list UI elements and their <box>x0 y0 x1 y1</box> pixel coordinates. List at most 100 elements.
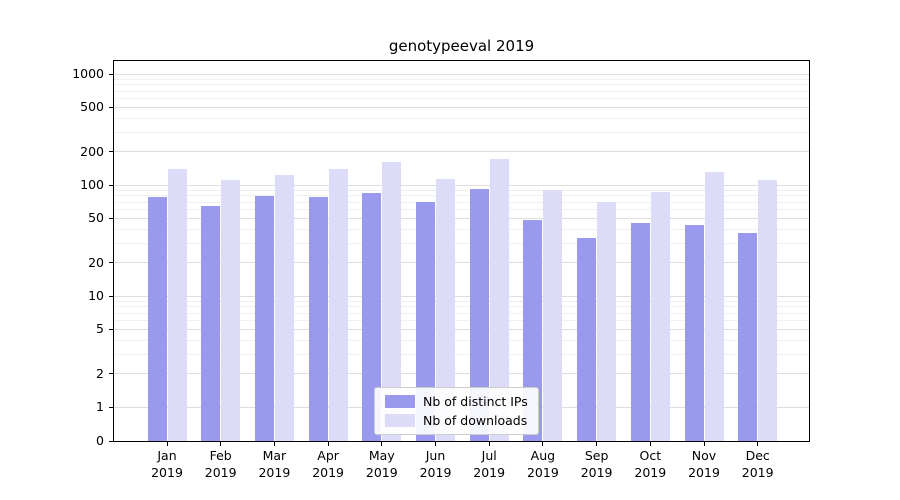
bar-distinct-ips-aug <box>523 220 543 441</box>
minor-gridline <box>114 320 809 322</box>
x-axis-tick-mark <box>166 442 168 446</box>
minor-gridline <box>114 353 809 355</box>
chart-title: genotypeeval 2019 <box>388 37 535 55</box>
y-axis-tick-label: 2 <box>96 365 104 381</box>
x-axis-tick-label: Aug 2019 <box>526 448 559 480</box>
bar-distinct-ips-jul <box>469 189 489 441</box>
x-axis-tick-label: May 2019 <box>365 448 398 480</box>
x-axis-tick-mark <box>703 442 705 446</box>
bar-distinct-ips-mar <box>254 195 274 441</box>
y-axis-tick-mark <box>109 406 113 408</box>
y-axis-tick-mark <box>109 328 113 330</box>
bar-downloads-jan <box>167 168 187 441</box>
bar-downloads-mar <box>274 175 294 441</box>
y-axis-tick-mark <box>109 73 113 75</box>
x-axis-tick-label: Mar 2019 <box>258 448 291 480</box>
bar-downloads-jun <box>436 179 455 441</box>
y-axis-tick-label: 100 <box>80 177 104 192</box>
y-axis-tick-label: 20 <box>88 254 104 270</box>
x-axis-tick-label: Nov 2019 <box>688 448 720 480</box>
x-axis-tick-mark <box>757 442 759 446</box>
bar-distinct-ips-jan <box>147 196 167 441</box>
bar-distinct-ips-oct <box>630 223 650 441</box>
x-axis-tick-mark <box>381 442 383 446</box>
x-axis-tick-label: Feb 2019 <box>204 448 237 480</box>
x-axis-tick-mark <box>273 442 275 446</box>
major-gridline <box>114 328 809 330</box>
bar-downloads-sep <box>597 202 617 441</box>
y-axis-tick-label: 50 <box>88 210 104 226</box>
legend-swatch-downloads <box>385 414 415 427</box>
legend-item-distinct-ips: Nb of distinct IPs <box>385 394 528 409</box>
minor-gridline <box>114 84 809 86</box>
y-axis-tick-mark <box>109 262 113 264</box>
y-axis-tick-mark <box>109 151 113 153</box>
x-axis-tick-label: Jun 2019 <box>419 448 452 480</box>
minor-gridline <box>114 300 809 302</box>
bar-downloads-jul <box>489 159 509 441</box>
y-axis-tick-label: 500 <box>80 99 104 115</box>
x-axis-tick-label: Jan 2019 <box>151 448 183 480</box>
y-axis-tick-mark <box>109 106 113 108</box>
y-axis-tick-mark <box>109 217 113 219</box>
minor-gridline <box>114 78 809 80</box>
bar-distinct-ips-feb <box>201 205 221 441</box>
y-axis-tick-label: 5 <box>96 321 104 337</box>
bar-distinct-ips-sep <box>577 238 597 441</box>
minor-gridline <box>114 117 809 119</box>
y-axis-tick-label: 1 <box>96 399 104 414</box>
minor-gridline <box>114 201 809 203</box>
y-axis-tick-label: 1000 <box>72 66 104 81</box>
bar-distinct-ips-jun <box>416 202 435 441</box>
x-axis-tick-mark <box>542 442 544 446</box>
legend-item-downloads: Nb of downloads <box>385 413 528 428</box>
y-axis-tick-label: 200 <box>80 143 104 159</box>
major-gridline <box>114 151 809 153</box>
bar-downloads-aug <box>543 190 563 441</box>
minor-gridline <box>114 228 809 230</box>
bar-downloads-feb <box>221 179 241 441</box>
x-axis-tick-mark <box>220 442 222 446</box>
minor-gridline <box>114 98 809 100</box>
bar-distinct-ips-nov <box>684 224 704 441</box>
major-gridline <box>114 295 809 297</box>
bar-downloads-nov <box>704 171 724 441</box>
major-gridline <box>114 373 809 375</box>
bar-distinct-ips-dec <box>738 232 758 441</box>
x-axis-tick-mark <box>435 442 436 446</box>
plot-area: Nb of distinct IPs Nb of downloads <box>113 60 810 442</box>
minor-gridline <box>114 209 809 211</box>
minor-gridline <box>114 306 809 308</box>
y-axis-tick-mark <box>109 295 113 297</box>
minor-gridline <box>114 131 809 133</box>
major-gridline <box>114 73 809 75</box>
bar-distinct-ips-apr <box>308 196 328 441</box>
x-axis-tick-label: Apr 2019 <box>312 448 344 480</box>
y-axis-tick-mark <box>109 373 113 375</box>
minor-gridline <box>114 90 809 92</box>
bar-downloads-oct <box>650 191 670 441</box>
minor-gridline <box>114 195 809 197</box>
bar-downloads-dec <box>758 179 778 441</box>
x-axis-tick-label: Jul 2019 <box>473 448 506 480</box>
y-axis-tick-label: 10 <box>88 288 104 303</box>
bar-distinct-ips-may <box>362 192 382 441</box>
legend-swatch-distinct-ips <box>385 395 415 408</box>
minor-gridline <box>114 242 809 244</box>
major-gridline <box>114 262 809 264</box>
x-axis-tick-mark <box>649 442 651 446</box>
y-axis-tick-label: 0 <box>96 433 104 448</box>
minor-gridline <box>114 339 809 341</box>
x-axis-tick-label: Oct 2019 <box>634 448 667 480</box>
x-axis-tick-mark <box>596 442 598 446</box>
bar-downloads-apr <box>328 168 348 441</box>
major-gridline <box>114 106 809 108</box>
legend: Nb of distinct IPs Nb of downloads <box>374 387 539 435</box>
y-axis-tick-mark <box>109 184 113 186</box>
x-axis-tick-mark <box>327 442 329 446</box>
bar-downloads-may <box>382 162 402 441</box>
minor-gridline <box>114 189 809 191</box>
major-gridline <box>114 184 809 186</box>
x-axis-tick-label: Sep 2019 <box>580 448 613 480</box>
